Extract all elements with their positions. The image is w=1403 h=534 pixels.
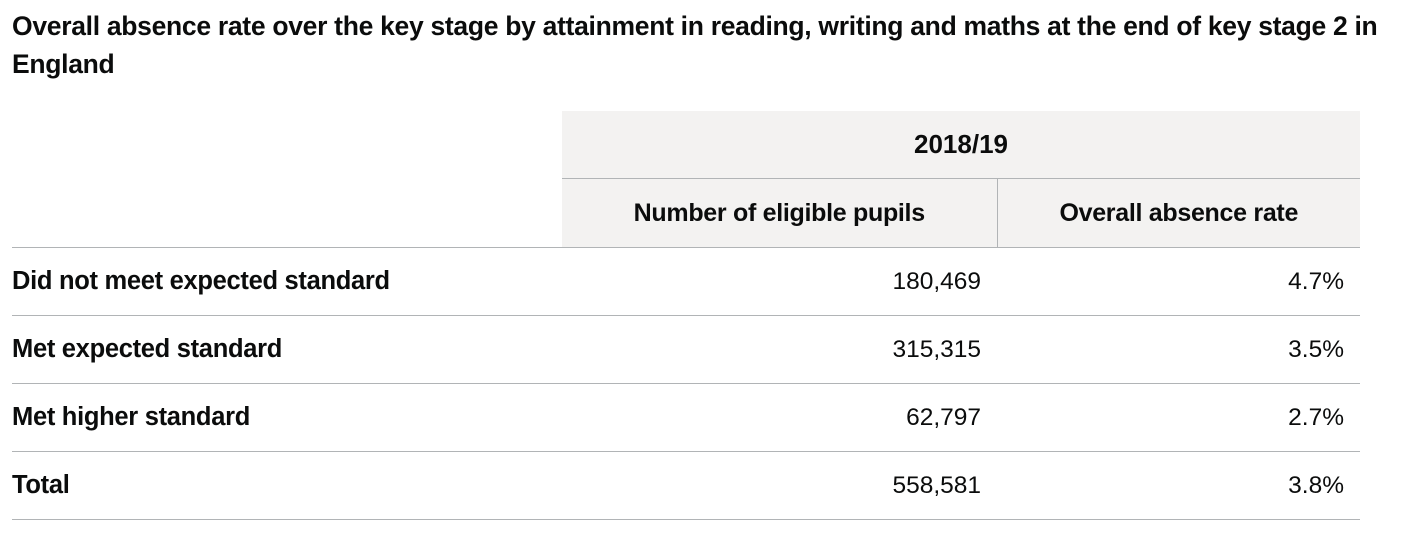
eligible-pupils-cell: 558,581 [562,451,997,520]
header-row-year: 2018/19 [12,111,1361,179]
absence-table: 2018/19 Number of eligible pupils Overal… [12,111,1361,520]
header-corner-cell-lower [12,178,562,248]
header-corner-cell [12,111,562,179]
table-row: Met higher standard 62,797 2.7% [12,383,1361,452]
column-header-absence-rate: Overall absence rate [997,178,1361,248]
table-row: Met expected standard 315,315 3.5% [12,315,1361,384]
row-label: Total [12,451,562,520]
year-header: 2018/19 [562,111,1361,179]
row-label: Met higher standard [12,383,562,452]
table-title: Overall absence rate over the key stage … [12,11,1378,79]
absence-rate-cell: 2.7% [997,383,1361,452]
row-label: Met expected standard [12,315,562,384]
absence-rate-cell: 3.8% [997,451,1361,520]
header-row-columns: Number of eligible pupils Overall absenc… [12,178,1361,248]
table-row-total: Total 558,581 3.8% [12,451,1361,520]
column-header-eligible-pupils: Number of eligible pupils [562,178,998,248]
absence-rate-cell: 3.5% [997,315,1361,384]
eligible-pupils-cell: 62,797 [562,383,997,452]
row-label: Did not meet expected standard [12,247,562,316]
eligible-pupils-cell: 180,469 [562,247,997,316]
absence-rate-cell: 4.7% [997,247,1361,316]
table-row: Did not meet expected standard 180,469 4… [12,247,1361,316]
eligible-pupils-cell: 315,315 [562,315,997,384]
